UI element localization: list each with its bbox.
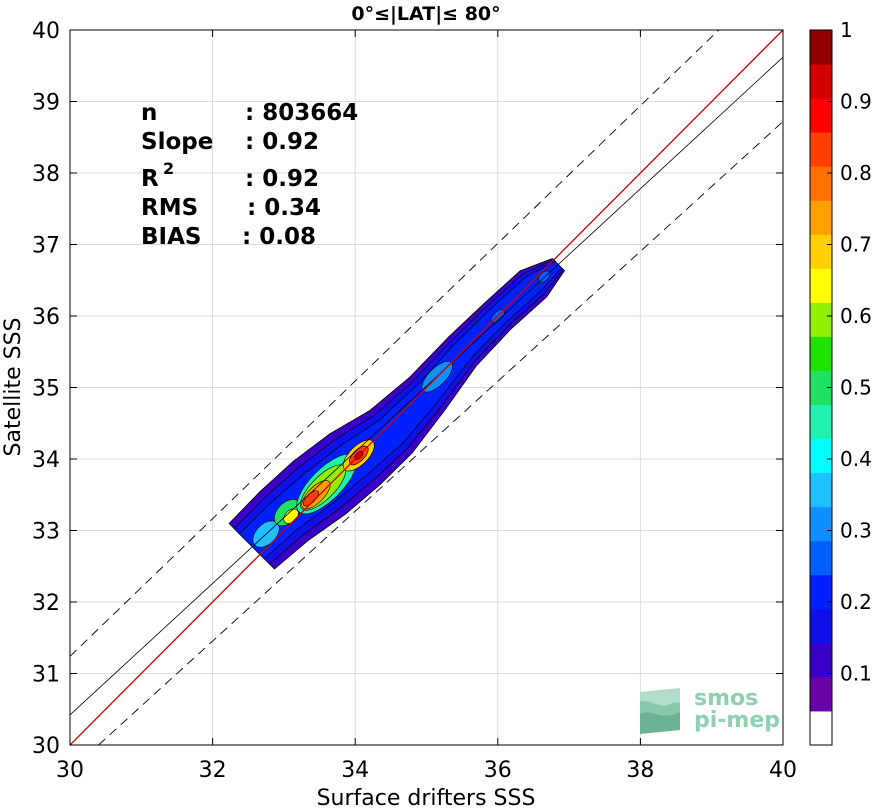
- colorbar-swatch: [810, 540, 832, 576]
- y-tick-label: 33: [32, 520, 60, 545]
- y-tick-label: 39: [32, 91, 60, 116]
- colorbar-swatch: [810, 166, 832, 201]
- stat-rms-label: RMS: [141, 195, 198, 221]
- grid: [69, 29, 784, 746]
- identity-line: [70, 30, 783, 745]
- upper-bound-dashed-line: [70, 30, 720, 657]
- y-tick-label: 34: [32, 448, 60, 473]
- stat-n-value: : 803664: [245, 100, 358, 126]
- colorbar-tick-label: 0.6: [840, 304, 872, 328]
- stat-r2-label: R: [141, 166, 159, 192]
- stat-slope-label: Slope: [141, 129, 213, 155]
- colorbar-swatch: [810, 30, 832, 65]
- y-tick-label: 40: [32, 19, 60, 44]
- colorbar-swatch: [810, 438, 832, 474]
- colorbar-swatch: [810, 268, 832, 303]
- colorbar-swatch: [810, 234, 832, 269]
- colorbar-tick-label: 0.3: [840, 519, 872, 543]
- colorbar-swatch: [810, 506, 832, 542]
- stat-r2-superscript: 2: [163, 159, 174, 178]
- y-tick-label: 30: [32, 734, 60, 759]
- y-tick-label: 35: [32, 377, 60, 402]
- y-axis-label: Satellite SSS: [1, 318, 26, 457]
- x-tick-label: 38: [626, 758, 654, 783]
- x-tick-label: 34: [341, 758, 369, 783]
- lower-bound-dashed-line: [98, 121, 783, 745]
- colorbar-tick-label: 0.1: [840, 662, 872, 686]
- colorbar-swatch: [810, 98, 832, 133]
- stat-n-label: n: [141, 100, 157, 126]
- x-axis-label: Surface drifters SSS: [317, 786, 536, 808]
- x-tick-label: 40: [769, 758, 797, 783]
- smos-pi-mep-logo: smos pi-mep: [640, 686, 780, 734]
- reference-lines: [70, 30, 783, 745]
- colorbar-swatch: [810, 200, 832, 235]
- colorbar-tick-label: 0.2: [840, 590, 872, 614]
- stat-bias-label: BIAS: [141, 224, 201, 250]
- colorbar-tick-label: 0.5: [840, 376, 872, 400]
- colorbar-tick-label: 1: [840, 18, 853, 42]
- colorbar-tick-label: 0.8: [840, 161, 872, 185]
- colorbar-swatch: [810, 710, 832, 746]
- stat-slope-value: : 0.92: [245, 129, 319, 155]
- colorbar-swatch: [810, 370, 832, 406]
- axis-ticks: 30 32 34 36 38 40 30 31 32 33 34 35 36 37 38 39 40: [32, 19, 797, 783]
- colorbar-swatch: [810, 676, 832, 712]
- colorbar-tick-label: 0.9: [840, 90, 872, 114]
- x-tick-label: 36: [484, 758, 512, 783]
- colorbar-swatch: [810, 642, 832, 678]
- stat-r2-value: : 0.92: [245, 166, 319, 192]
- colorbar-tick-label: 0.4: [840, 447, 872, 471]
- y-tick-label: 32: [32, 591, 60, 616]
- colorbar-swatch: [810, 64, 832, 99]
- stat-bias-value: : 0.08: [242, 224, 316, 250]
- colorbar: 0.1 0.2 0.3 0.4 0.5 0.6 0.7 0.8 0.9 1: [809, 18, 872, 746]
- colorbar-swatch: [810, 336, 832, 371]
- logo-waves-icon: [640, 688, 680, 734]
- logo-pimep-text: pi-mep: [694, 708, 780, 733]
- colorbar-swatch: [810, 132, 832, 167]
- statistics-box: n : 803664 Slope : 0.92 R 2 : 0.92 RMS :…: [141, 100, 358, 250]
- stat-rms-value: : 0.34: [247, 195, 321, 221]
- regression-line: [70, 56, 783, 716]
- x-tick-label: 32: [199, 758, 227, 783]
- logo-smos-text: smos: [694, 686, 758, 711]
- colorbar-swatch: [810, 404, 832, 440]
- colorbar-tick-label: 0.7: [840, 233, 872, 257]
- y-tick-label: 31: [32, 663, 60, 688]
- colorbar-swatch: [810, 472, 832, 508]
- y-tick-label: 37: [32, 234, 60, 259]
- chart-title: 0°≤|LAT|≤ 80°: [351, 3, 500, 25]
- y-tick-label: 36: [32, 305, 60, 330]
- y-tick-label: 38: [32, 162, 60, 187]
- colorbar-swatch: [810, 574, 832, 610]
- colorbar-swatch: [810, 302, 832, 337]
- colorbar-swatch: [810, 608, 832, 644]
- x-tick-label: 30: [56, 758, 84, 783]
